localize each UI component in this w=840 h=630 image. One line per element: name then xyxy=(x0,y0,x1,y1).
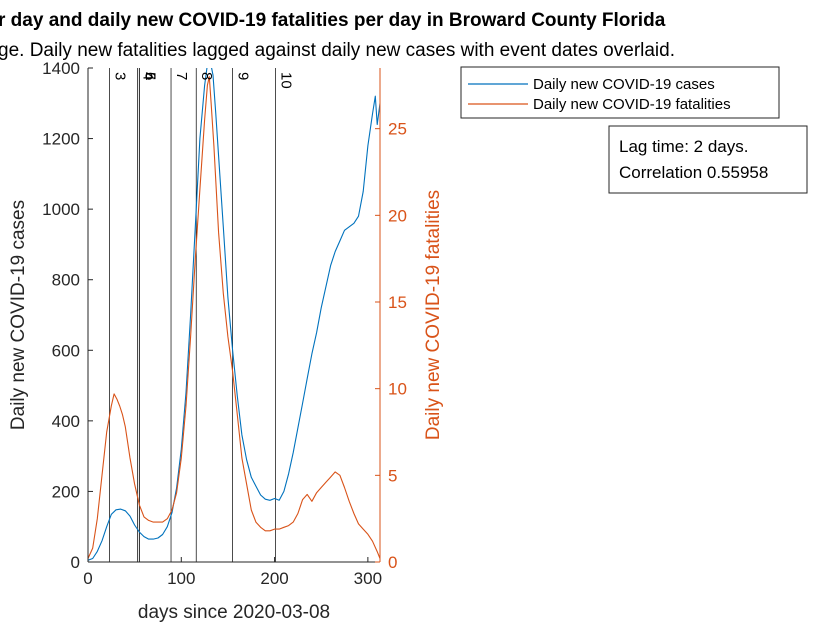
chart-title: r day and daily new COVID-19 fatalities … xyxy=(0,10,666,31)
chart-subtitle: ge. Daily new fatalities lagged against … xyxy=(0,40,675,61)
axes-group xyxy=(87,68,381,563)
y-left-tick-label-600: 600 xyxy=(52,341,80,360)
legend-label-fatalities: Daily new COVID-19 fatalities xyxy=(533,96,731,113)
y-right-tick-label-5: 5 xyxy=(388,466,397,485)
x-tick-label-0: 0 xyxy=(83,569,92,588)
annotation-correlation: Correlation 0.55958 xyxy=(619,163,768,182)
y-left-tick-label-0: 0 xyxy=(71,553,80,572)
annotation-border xyxy=(608,125,808,194)
y-left-tick-label-1000: 1000 xyxy=(42,200,80,219)
legend-label-cases: Daily new COVID-19 cases xyxy=(533,76,715,93)
event-label-3: 3 xyxy=(111,72,128,80)
plot-area xyxy=(88,68,380,562)
event-lines-group xyxy=(109,68,276,562)
event-labels-group: 3 456 7 8 9 10 xyxy=(111,72,294,89)
event-label-6: 6 xyxy=(141,72,158,80)
annotation-lag-time: Lag time: 2 days. xyxy=(619,137,748,156)
y-right-tick-label-0: 0 xyxy=(388,553,397,572)
y-right-tick-label-10: 10 xyxy=(388,380,407,399)
legend: Daily new COVID-19 cases Daily new COVID… xyxy=(460,66,780,119)
event-label-9: 9 xyxy=(235,72,252,80)
y-right-tick-label-20: 20 xyxy=(388,206,407,225)
fatalities-series-line xyxy=(88,76,380,559)
x-axis-label: days since 2020-03-08 xyxy=(138,602,330,623)
series-lines-group xyxy=(88,68,380,561)
y-axis-right-label: Daily new COVID-19 fatalities xyxy=(423,190,444,440)
event-label-5: 5 xyxy=(141,72,158,80)
y-left-tick-label-200: 200 xyxy=(52,482,80,501)
event-label-8: 8 xyxy=(198,72,215,80)
y-axis-left-label: Daily new COVID-19 cases xyxy=(8,200,29,430)
ticks-group: 0 100 200 300 0 200 400 600 800 1000 1200 1400 0 5 10 1… xyxy=(42,59,407,588)
event-label-7: 7 xyxy=(173,72,190,80)
x-tick-label-300: 300 xyxy=(354,569,382,588)
cases-series-line xyxy=(88,68,380,561)
annotation-box: Lag time: 2 days. Correlation 0.55958 xyxy=(608,125,808,194)
legend-box xyxy=(460,66,780,119)
y-left-tick-label-1200: 1200 xyxy=(42,130,80,149)
event-label-10: 10 xyxy=(278,72,295,89)
x-tick-label-200: 200 xyxy=(260,569,288,588)
y-left-tick-label-1400: 1400 xyxy=(42,59,80,78)
x-tick-label-100: 100 xyxy=(167,569,195,588)
y-left-tick-label-800: 800 xyxy=(52,271,80,290)
y-left-tick-label-400: 400 xyxy=(52,412,80,431)
y-right-tick-label-25: 25 xyxy=(388,120,407,139)
y-right-tick-label-15: 15 xyxy=(388,293,407,312)
event-label-4: 4 xyxy=(139,72,156,80)
